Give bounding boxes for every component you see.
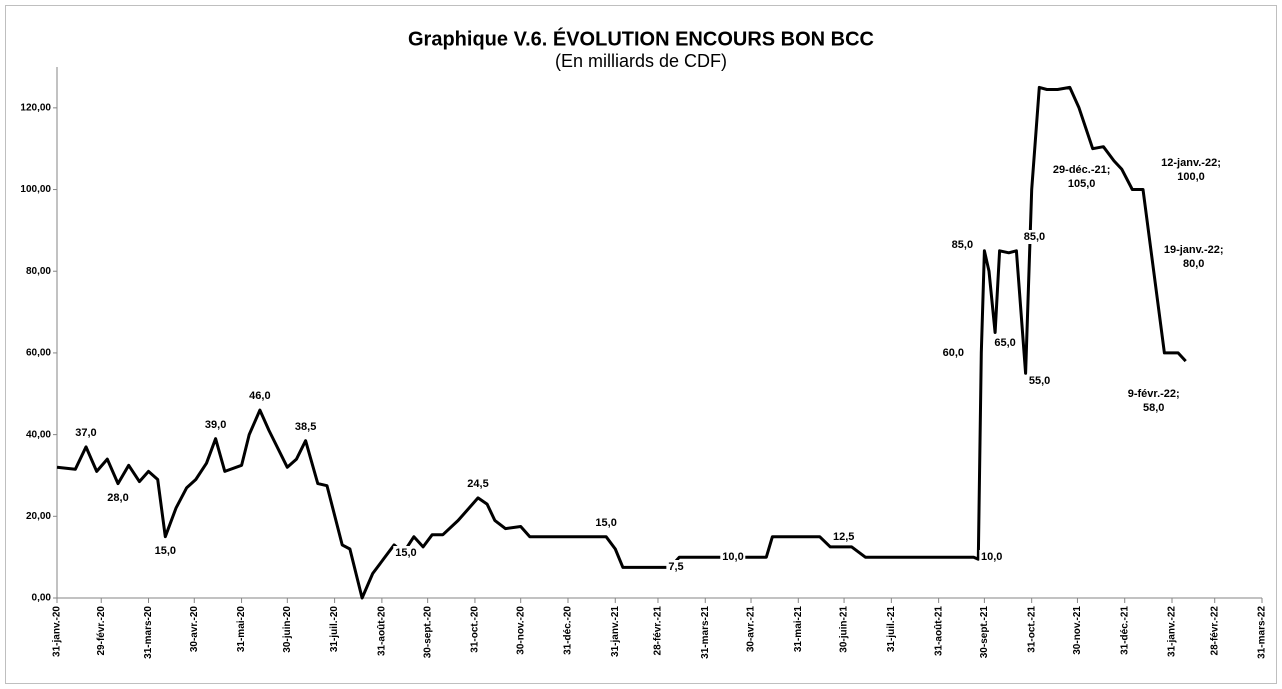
y-tick-label: 80,00 xyxy=(26,266,51,277)
line xyxy=(56,85,1187,600)
data-label: 15,0 xyxy=(593,515,619,530)
data-label: 10,0 xyxy=(978,550,1005,565)
chart-title: Graphique V.6. ÉVOLUTION ENCOURS BON BCC xyxy=(408,27,874,50)
data-label: 39,0 xyxy=(202,417,229,432)
data-label: 15,0 xyxy=(152,543,179,558)
x-tick-label: 30-nov.-20 xyxy=(515,606,526,655)
x-tick-label: 30-juin-21 xyxy=(839,606,850,653)
data-label: 12-janv.-22; 100,0 xyxy=(1159,155,1223,184)
data-label: 38,5 xyxy=(292,419,319,434)
x-tick-label: 31-oct.-20 xyxy=(470,606,481,653)
x-tick-label: 31-mars-22 xyxy=(1257,606,1268,659)
data-label: 55,0 xyxy=(1026,374,1053,389)
x-tick-label: 31-mai-21 xyxy=(793,606,804,653)
y-tick-label: 40,00 xyxy=(26,429,51,440)
data-label: 85,0 xyxy=(949,237,976,252)
x-tick-label: 31-mars-21 xyxy=(700,606,711,659)
data-label: 9-févr.-22; 58,0 xyxy=(1125,387,1182,416)
x-tick-label: 31-mars-20 xyxy=(143,606,154,659)
data-label: 29-déc.-21; 105,0 xyxy=(1050,163,1113,192)
x-tick-label: 31-août-20 xyxy=(377,606,388,656)
x-tick-label: 31-août-21 xyxy=(933,606,944,656)
y-tick-label: 60,00 xyxy=(26,348,51,359)
x-tick-label: 29-févr.-20 xyxy=(96,606,107,656)
data-label: 12,5 xyxy=(830,529,857,544)
x-tick-label: 31-mai-20 xyxy=(236,606,247,653)
x-tick-label: 31-janv.-21 xyxy=(610,606,621,657)
x-tick-label: 31-oct.-21 xyxy=(1026,606,1037,653)
data-label: 46,0 xyxy=(247,389,273,404)
data-label: 60,0 xyxy=(940,345,967,360)
data-label: 24,5 xyxy=(465,476,491,491)
y-tick-label: 0,00 xyxy=(32,593,52,604)
data-label: 65,0 xyxy=(992,335,1018,350)
x-tick-label: 30-avr.-21 xyxy=(746,606,757,653)
x-tick-label: 31-déc.-20 xyxy=(563,606,574,655)
data-label: 19-janv.-22; 80,0 xyxy=(1161,243,1226,272)
data-label: 28,0 xyxy=(105,490,131,505)
x-tick-label: 31-janv.-22 xyxy=(1167,606,1178,657)
x-tick-label: 31-janv.-20 xyxy=(52,606,63,657)
data-label: 37,0 xyxy=(73,425,99,440)
x-tick-label: 31-juil.-21 xyxy=(886,606,897,653)
data-label: 15,0 xyxy=(393,545,419,560)
chart-border xyxy=(5,5,1277,684)
x-tick-label: 28-févr.-21 xyxy=(653,606,664,656)
x-tick-label: 30-nov.-21 xyxy=(1072,606,1083,655)
data-label: 10,0 xyxy=(720,550,746,565)
chart-subtitle: (En milliards de CDF) xyxy=(555,51,727,71)
x-tick-label: 28-févr.-22 xyxy=(1209,606,1220,656)
y-tick-label: 20,00 xyxy=(26,511,51,522)
data-label: 7,5 xyxy=(666,560,686,575)
x-tick-label: 31-juil.-20 xyxy=(329,606,340,653)
x-tick-label: 30-avr.-20 xyxy=(189,606,200,653)
y-tick-label: 100,00 xyxy=(20,184,51,195)
x-tick-label: 30-sept.-21 xyxy=(979,606,990,659)
x-tick-label: 30-juin-20 xyxy=(282,606,293,653)
y-tick-label: 120,00 xyxy=(20,102,51,113)
x-tick-label: 30-sept.-20 xyxy=(422,606,433,659)
x-tick-label: 31-déc.-21 xyxy=(1119,606,1130,655)
data-label: 85,0 xyxy=(1021,229,1048,244)
